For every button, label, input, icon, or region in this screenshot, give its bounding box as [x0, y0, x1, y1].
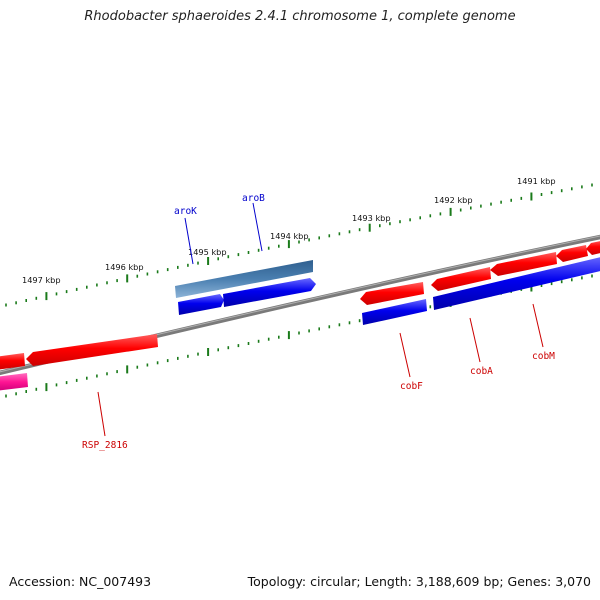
gene-label-arok[interactable]: aroK [174, 206, 197, 217]
kbp-label-1492: 1492 kbp [434, 195, 473, 205]
leader-coba [469, 317, 481, 363]
genome-summary-text: Topology: circular; Length: 3,188,609 bp… [247, 574, 591, 589]
kbp-label-1494: 1494 kbp [270, 231, 309, 241]
kbp-label-1496: 1496 kbp [105, 262, 144, 272]
gene-coba-fwd[interactable] [431, 267, 491, 291]
gene-edge-fwd[interactable] [586, 240, 600, 255]
gene-label-cobf[interactable]: cobF [400, 381, 423, 392]
gene-rsp-2816-fwd[interactable] [26, 334, 158, 366]
gene-arok[interactable] [178, 294, 224, 315]
gene-coba-cobm[interactable] [433, 256, 600, 310]
kbp-label-1491: 1491 kbp [517, 176, 556, 186]
gene-arok-rna[interactable] [175, 260, 313, 298]
kbp-label-1497: 1497 kbp [22, 275, 61, 285]
leader-cobm [532, 303, 544, 348]
leader-rsp-2816 [97, 391, 106, 437]
gene-cobm-fwd[interactable] [490, 252, 557, 276]
leader-cobf [399, 332, 411, 378]
kbp-label-1495: 1495 kbp [188, 247, 227, 257]
leader-arok [184, 217, 194, 265]
leader-arob [252, 202, 263, 252]
gene-cobf[interactable] [362, 299, 427, 325]
gene-cobf-fwd[interactable] [360, 282, 424, 305]
map-title: Rhodobacter sphaeroides 2.4.1 chromosome… [84, 9, 516, 24]
accession-text: Accession: NC_007493 [9, 574, 152, 589]
kbp-label-1493: 1493 kbp [352, 213, 391, 223]
gene-label-coba[interactable]: cobA [470, 366, 493, 377]
gene-label-rsp-2816[interactable]: RSP_2816 [82, 440, 128, 451]
gene-arob[interactable] [223, 278, 316, 307]
gene-left-edge-fwd[interactable] [0, 353, 25, 370]
gene-rsp-2816[interactable] [0, 373, 28, 391]
tick-track-upper [5, 183, 593, 307]
gene-cobn-fwd[interactable] [556, 245, 588, 262]
gene-label-arob[interactable]: aroB [242, 193, 265, 204]
gene-label-cobm[interactable]: cobM [532, 351, 555, 362]
